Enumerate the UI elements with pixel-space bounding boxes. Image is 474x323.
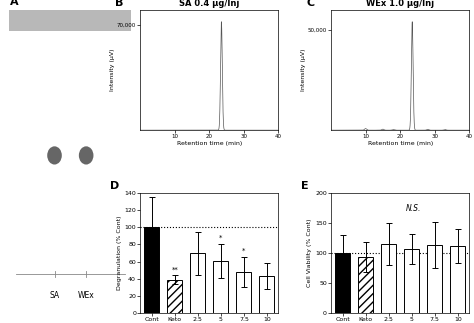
Y-axis label: Intensity (μV): Intensity (μV) [110,49,115,91]
Y-axis label: Cell Viability (% Cont): Cell Viability (% Cont) [307,219,312,287]
Bar [381,244,396,313]
Text: *: * [242,248,246,254]
Bar [9,10,131,31]
Text: D: D [110,181,119,191]
Bar [335,253,350,313]
Bar [191,253,205,313]
Y-axis label: Intensity (μV): Intensity (μV) [301,49,306,91]
Bar [404,249,419,313]
Title: WEx 1.0 μg/Inj: WEx 1.0 μg/Inj [366,0,434,7]
Text: C: C [306,0,314,8]
Text: A: A [9,0,18,7]
Bar [259,276,274,313]
Bar [358,257,373,313]
Text: N.S.: N.S. [406,204,422,213]
Text: *: * [219,235,222,241]
Text: B: B [115,0,124,8]
Text: E: E [301,181,308,191]
Text: SA: SA [49,291,60,300]
Bar [237,272,251,313]
Text: **: ** [172,267,178,273]
Title: SA 0.4 μg/Inj: SA 0.4 μg/Inj [179,0,239,7]
Bar [213,261,228,313]
Bar [167,280,182,313]
Bar [144,227,159,313]
X-axis label: Retention time (min): Retention time (min) [367,141,433,146]
Y-axis label: Degranulation (% Cont): Degranulation (% Cont) [117,216,121,290]
X-axis label: Retention time (min): Retention time (min) [177,141,242,146]
Ellipse shape [79,146,93,164]
Bar [450,246,465,313]
Text: WEx: WEx [78,291,94,300]
Ellipse shape [47,146,62,164]
Bar [427,245,442,313]
